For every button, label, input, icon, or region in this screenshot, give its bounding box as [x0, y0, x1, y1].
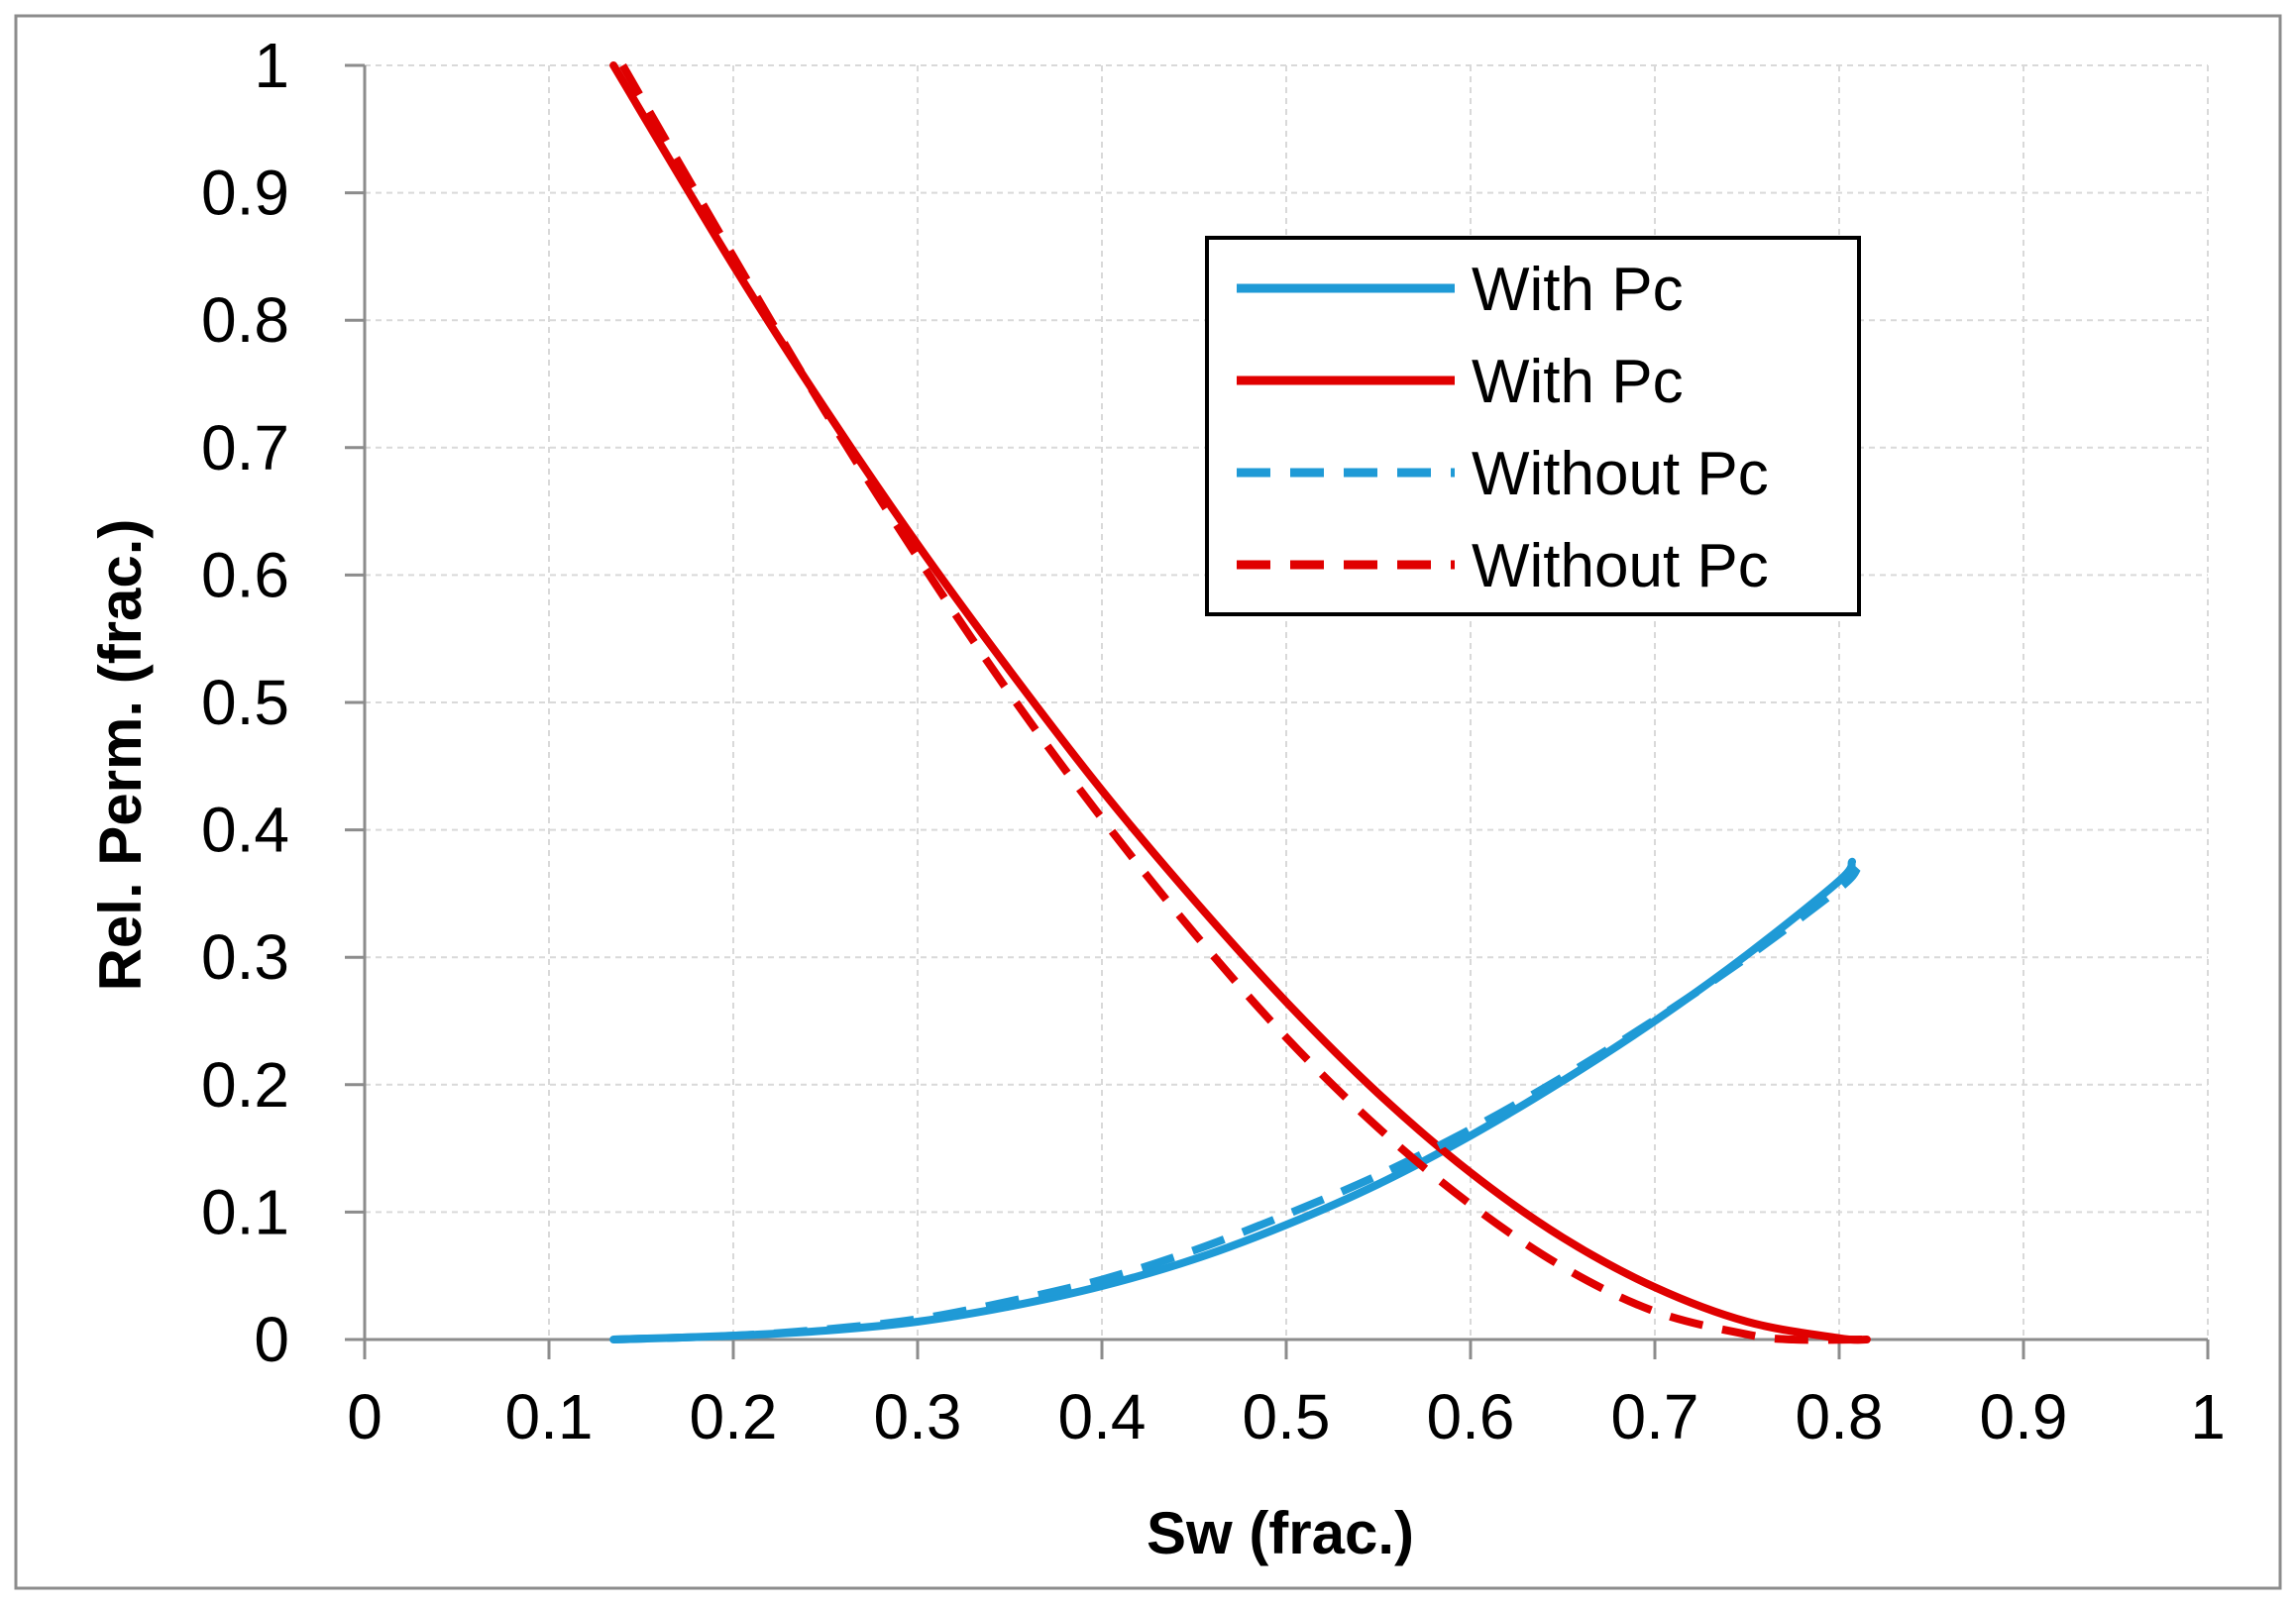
- y-tick-label: 0.9: [201, 158, 289, 229]
- y-tick-label: 0.6: [201, 539, 289, 610]
- y-tick-label: 0.1: [201, 1176, 289, 1247]
- y-tick-label: 0.3: [201, 921, 289, 993]
- chart-outer-border: [14, 14, 2282, 1590]
- legend-label: With Pc: [1472, 348, 1684, 416]
- x-tick-label: 0.3: [874, 1381, 962, 1452]
- tick-labels: 0 0.1 0.2 0.3 0.4 0.5 0.6 0.7 0.8 0.9 1 0 0.1 0.2 0.3 0…: [201, 30, 2226, 1452]
- x-tick-label: 0: [347, 1381, 383, 1452]
- x-tick-label: 0.5: [1243, 1381, 1331, 1452]
- x-tick-label: 0.1: [505, 1381, 594, 1452]
- legend-label: Without Pc: [1472, 532, 1769, 600]
- x-tick-label: 0.8: [1796, 1381, 1884, 1452]
- x-tick-label: 0.4: [1058, 1381, 1147, 1452]
- legend-label: Without Pc: [1472, 440, 1769, 508]
- y-tick-label: 0.7: [201, 412, 289, 483]
- x-tick-label: 0.9: [1980, 1381, 2068, 1452]
- y-tick-label: 0.5: [201, 667, 289, 738]
- y-tick-label: 0: [254, 1304, 289, 1375]
- x-tick-label: 0.6: [1427, 1381, 1515, 1452]
- y-tick-label: 1: [254, 30, 289, 101]
- y-axis-title: Rel. Perm. (frac.): [87, 519, 154, 992]
- y-tick-label: 0.8: [201, 284, 289, 356]
- series-ko-without-pc: [618, 62, 1867, 1344]
- x-tick-label: 0.7: [1611, 1381, 1699, 1452]
- legend: With Pc With Pc Without Pc Without Pc: [1205, 236, 1861, 616]
- x-tick-label: 0.2: [690, 1381, 778, 1452]
- y-tick-label: 0.4: [201, 795, 289, 866]
- legend-box: [1205, 236, 1861, 616]
- legend-label: With Pc: [1472, 256, 1684, 324]
- series-layer: [609, 61, 1871, 1344]
- series-kw-without-pc: [612, 865, 1861, 1343]
- y-tick-label: 0.2: [201, 1049, 289, 1121]
- x-axis-title: Sw (frac.): [1147, 1500, 1414, 1566]
- x-tick-label: 1: [2190, 1381, 2226, 1452]
